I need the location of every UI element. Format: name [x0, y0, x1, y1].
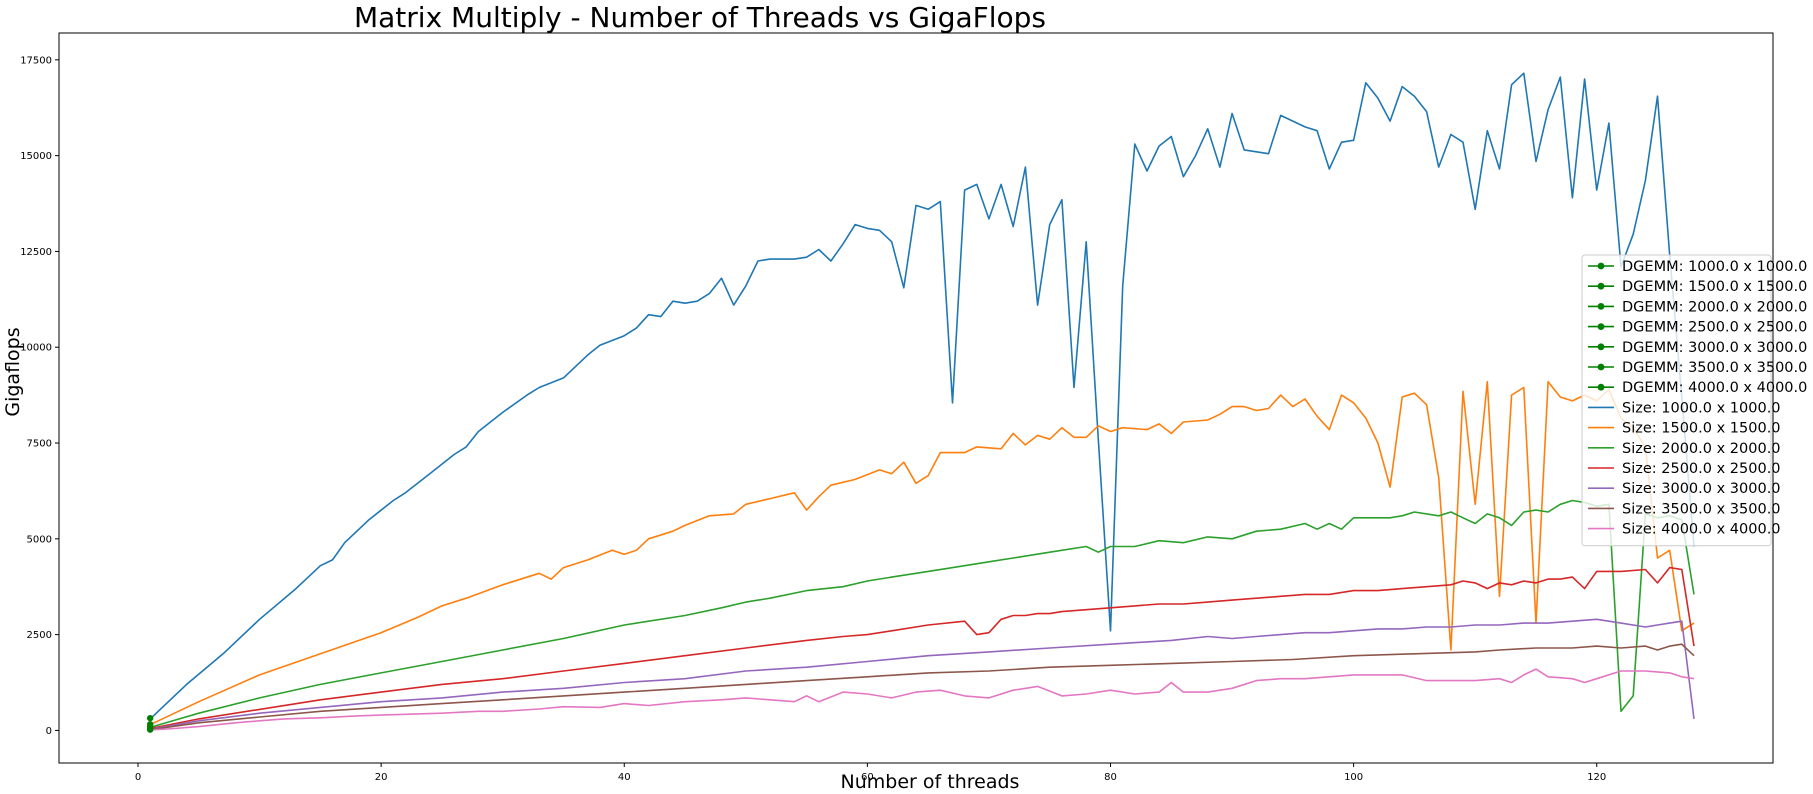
- series-line-5: [150, 618, 1695, 731]
- y-axis-label: Gigaflops: [2, 327, 24, 416]
- x-tick-label: 100: [1344, 772, 1363, 783]
- legend-label: DGEMM: 4000.0 x 4000.0: [1622, 380, 1807, 396]
- legend-label: Size: 2000.0 x 2000.0: [1622, 441, 1781, 457]
- plot-area: [146, 72, 1695, 733]
- legend-label: DGEMM: 1500.0 x 1500.0: [1622, 279, 1807, 295]
- series-line-3: [149, 499, 1695, 729]
- dgemm-point-7: [146, 726, 154, 733]
- legend-entry: DGEMM: 2500.0 x 2500.0: [1588, 320, 1807, 336]
- series-line-2: [149, 380, 1695, 726]
- legend-entry: DGEMM: 1000.0 x 1000.0: [1588, 259, 1807, 275]
- legend-entry: Size: 3000.0 x 3000.0: [1588, 481, 1781, 497]
- series-line-7: [150, 668, 1695, 731]
- legend-marker: [1597, 303, 1605, 310]
- legend-entry: DGEMM: 3500.0 x 3500.0: [1588, 360, 1807, 376]
- y-tick-label: 0: [46, 726, 52, 737]
- legend-label: Size: 3500.0 x 3500.0: [1622, 501, 1781, 517]
- legend: DGEMM: 1000.0 x 1000.0 DGEMM: 1500.0 x 15…: [1581, 254, 1807, 547]
- legend-entry: Size: 1500.0 x 1500.0: [1588, 421, 1781, 437]
- legend-label: Size: 3000.0 x 3000.0: [1622, 481, 1781, 497]
- y-tick-label: 10000: [20, 343, 52, 354]
- legend-entry: Size: 1000.0 x 1000.0: [1588, 400, 1781, 416]
- legend-label: DGEMM: 3500.0 x 3500.0: [1622, 360, 1807, 376]
- legend-marker: [1597, 343, 1605, 351]
- legend-entry: DGEMM: 3000.0 x 3000.0: [1588, 340, 1807, 356]
- legend-entry: Size: 2000.0 x 2000.0: [1588, 441, 1781, 457]
- x-tick-label: 0: [135, 772, 141, 783]
- x-tick-label: 40: [618, 772, 631, 783]
- legend-entry: DGEMM: 2000.0 x 2000.0: [1588, 299, 1807, 315]
- legend-marker: [1597, 262, 1605, 270]
- y-tick-label: 15000: [20, 151, 52, 162]
- dgemm-point-1: [146, 714, 154, 722]
- legend-entry: Size: 2500.0 x 2500.0: [1588, 461, 1781, 477]
- legend-marker: [1597, 363, 1605, 371]
- legend-marker: [1597, 383, 1605, 391]
- legend-label: DGEMM: 3000.0 x 3000.0: [1622, 340, 1807, 356]
- legend-label: Size: 1500.0 x 1500.0: [1622, 421, 1781, 437]
- series-line-1: [149, 72, 1695, 720]
- axes: 0 20 40 60 80 100 120 0 2500 5000 7500 10000 12500 15…: [20, 32, 1774, 783]
- x-axis-label: Number of threads: [841, 771, 1020, 793]
- legend-label: Size: 4000.0 x 4000.0: [1622, 522, 1781, 538]
- y-tick-label: 5000: [27, 534, 52, 545]
- series-line-6: [150, 643, 1695, 731]
- legend-label: DGEMM: 1000.0 x 1000.0: [1622, 259, 1807, 275]
- x-tick-label: 60: [861, 772, 874, 783]
- x-tick-label: 80: [1104, 772, 1117, 783]
- legend-entry: Size: 3500.0 x 3500.0: [1588, 501, 1781, 517]
- legend-marker: [1597, 282, 1605, 290]
- y-tick-label: 7500: [27, 439, 52, 450]
- x-tick-label: 120: [1587, 772, 1606, 783]
- legend-entry: Size: 4000.0 x 4000.0: [1588, 522, 1781, 538]
- y-tick-label: 17500: [20, 55, 52, 66]
- x-tick-label: 20: [375, 772, 388, 783]
- legend-label: Size: 1000.0 x 1000.0: [1622, 400, 1781, 416]
- y-tick-label: 12500: [20, 247, 52, 258]
- plot-frame: [58, 32, 1774, 764]
- legend-label: Size: 2500.0 x 2500.0: [1622, 461, 1781, 477]
- legend-label: DGEMM: 2500.0 x 2500.0: [1622, 320, 1807, 336]
- chart-title: Matrix Multiply - Number of Threads vs G…: [354, 1, 1046, 34]
- legend-marker: [1597, 323, 1605, 330]
- y-tick-label: 2500: [27, 630, 52, 641]
- series-line-4: [150, 566, 1695, 730]
- legend-box: [1581, 254, 1772, 547]
- legend-entry: DGEMM: 4000.0 x 4000.0: [1588, 380, 1807, 396]
- legend-label: DGEMM: 2000.0 x 2000.0: [1622, 299, 1807, 315]
- legend-entry: DGEMM: 1500.0 x 1500.0: [1588, 279, 1807, 295]
